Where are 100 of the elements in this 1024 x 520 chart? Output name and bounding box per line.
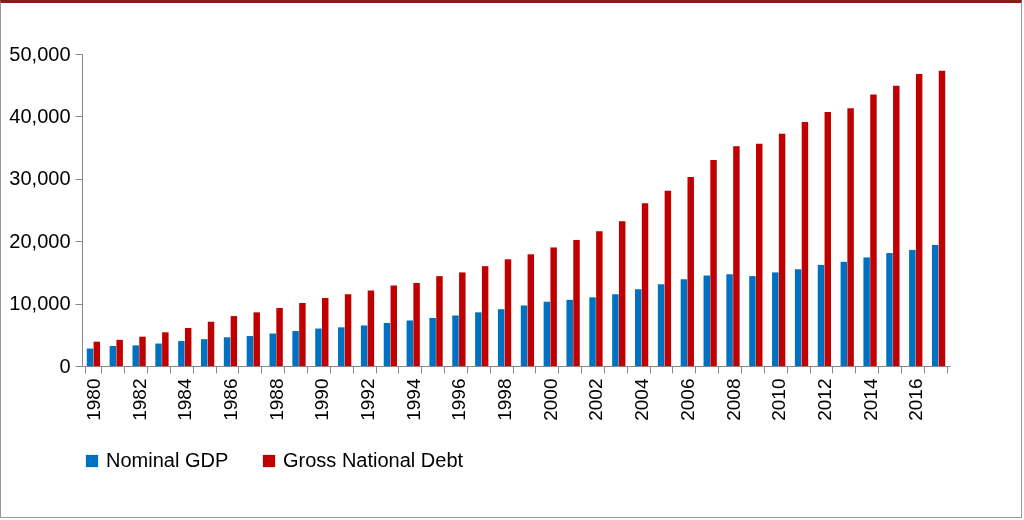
- x-tick-label: 1984: [174, 378, 196, 421]
- bar: [269, 333, 276, 366]
- bar: [756, 143, 763, 366]
- bar: [436, 276, 443, 366]
- y-tick-label: 40,000: [9, 104, 71, 127]
- bar: [315, 328, 322, 366]
- x-tick-label: 1996: [448, 378, 470, 421]
- bar: [223, 337, 231, 366]
- x-tick-label: 1994: [402, 378, 424, 421]
- bar: [292, 331, 299, 366]
- bar: [390, 285, 397, 366]
- y-tick-label: 30,000: [9, 167, 71, 190]
- x-tick-label: 1990: [311, 378, 333, 421]
- bar: [664, 190, 672, 366]
- bar: [459, 272, 466, 366]
- bar: [162, 332, 169, 366]
- bar: [909, 249, 916, 366]
- bar: [139, 336, 146, 366]
- x-tick-label: 1980: [82, 378, 104, 421]
- x-tick-label: 1998: [494, 378, 516, 421]
- bar: [687, 176, 694, 366]
- x-tick-label: 2014: [859, 378, 881, 421]
- bar: [749, 276, 756, 366]
- bar: [276, 307, 283, 366]
- bar: [817, 264, 825, 366]
- bar: [543, 301, 551, 366]
- bar: [406, 320, 414, 366]
- bar: [338, 327, 345, 366]
- bar: [322, 297, 329, 366]
- bar: [596, 231, 603, 366]
- bar: [360, 325, 368, 366]
- bar: [618, 221, 626, 366]
- bar: [93, 341, 101, 366]
- legend-label: Gross National Debt: [283, 449, 464, 471]
- bar: [931, 244, 939, 366]
- bar: [680, 279, 688, 366]
- bar: [504, 259, 512, 366]
- x-tick-label: 1992: [357, 378, 379, 421]
- bar: [299, 302, 306, 366]
- bar: [801, 122, 809, 366]
- bar: [566, 299, 573, 366]
- bar: [109, 346, 117, 366]
- x-tick-label: 2000: [539, 378, 561, 421]
- bar: [915, 73, 923, 366]
- bar: [184, 327, 192, 366]
- bar: [86, 348, 94, 366]
- x-tick-label: 2004: [631, 378, 653, 421]
- x-tick-label: 2002: [585, 378, 607, 421]
- bar: [893, 85, 900, 366]
- bar: [178, 341, 185, 366]
- bar: [344, 294, 352, 366]
- bar: [155, 343, 162, 366]
- bar: [870, 94, 877, 366]
- bar: [863, 257, 870, 366]
- bar: [497, 309, 505, 366]
- bar: [772, 272, 779, 366]
- bar: [429, 317, 436, 366]
- bar: [452, 315, 459, 366]
- x-tick-label: 2006: [676, 378, 698, 421]
- bar: [413, 283, 420, 366]
- bar: [207, 321, 215, 366]
- bar: [938, 70, 946, 366]
- y-tick-label: 20,000: [9, 229, 71, 252]
- bar: [367, 290, 375, 366]
- bar: [824, 112, 831, 366]
- y-tick-label: 10,000: [9, 292, 71, 315]
- x-tick-label: 2010: [768, 378, 790, 421]
- x-tick-label: 1982: [128, 378, 150, 421]
- bar: [641, 203, 649, 366]
- bar: [201, 339, 208, 366]
- x-tick-label: 2016: [905, 378, 927, 421]
- bar: [481, 266, 489, 366]
- bar: [230, 316, 238, 366]
- legend-label: Nominal GDP: [106, 449, 229, 471]
- bar: [589, 297, 596, 366]
- bar: [520, 305, 528, 366]
- bar: [383, 322, 391, 366]
- bar: [132, 345, 139, 366]
- bar: [612, 294, 619, 366]
- bar: [635, 289, 642, 366]
- bar: [710, 160, 717, 366]
- x-tick-label: 1986: [219, 378, 241, 421]
- bar: [475, 312, 482, 366]
- x-tick-label: 2008: [722, 378, 744, 421]
- y-tick-label: 0: [59, 354, 71, 377]
- bar: [657, 284, 665, 366]
- x-tick-label: 1988: [265, 378, 287, 421]
- bar: [733, 146, 740, 366]
- bar: [840, 261, 848, 366]
- bar: [550, 247, 557, 366]
- bar: [778, 133, 786, 366]
- bar: [116, 339, 123, 366]
- bar: [794, 269, 802, 366]
- bar: [246, 336, 254, 366]
- x-tick-label: 2012: [813, 378, 835, 421]
- bar: [703, 275, 710, 366]
- bar: [726, 274, 733, 366]
- bar: [527, 254, 535, 366]
- bar: [253, 312, 260, 366]
- bar: [847, 108, 854, 366]
